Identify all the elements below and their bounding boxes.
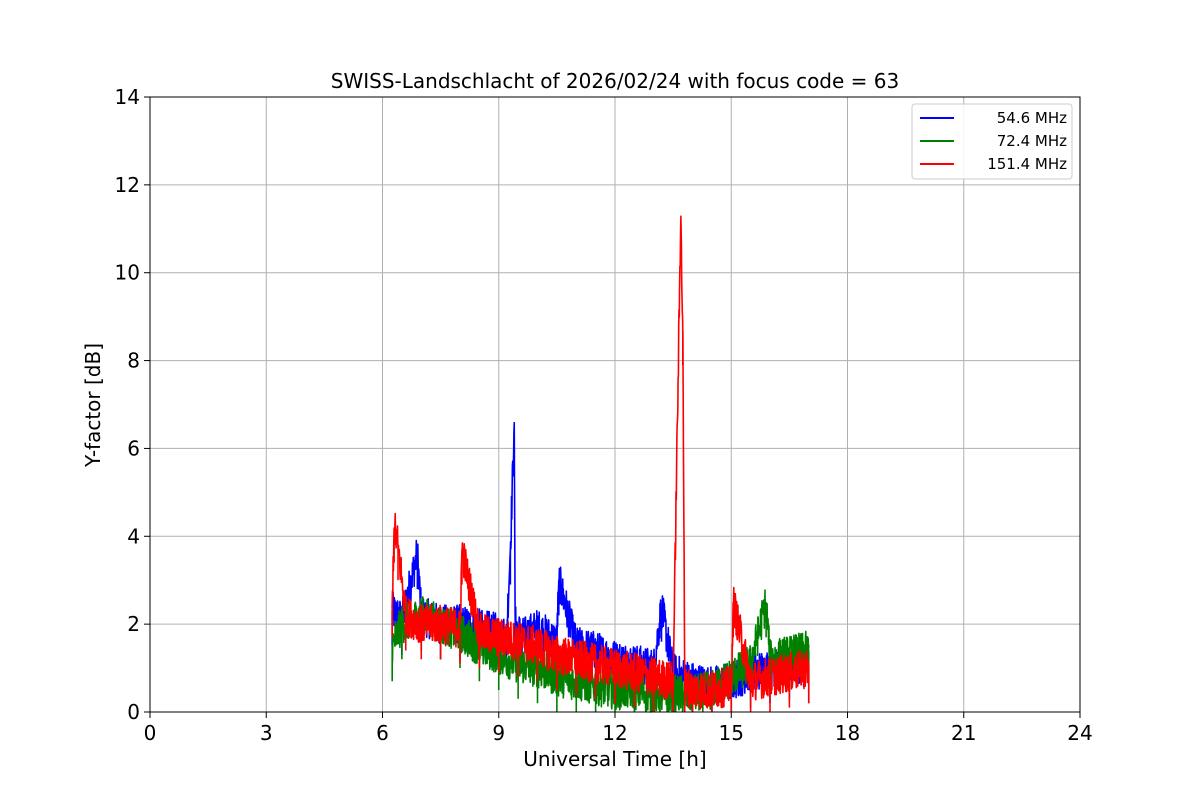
y-tick-label: 14 [115, 85, 140, 109]
x-tick-label: 0 [144, 721, 157, 745]
x-tick-label: 15 [719, 721, 744, 745]
x-tick-label: 12 [602, 721, 627, 745]
x-tick-label: 18 [835, 721, 860, 745]
chart-title: SWISS-Landschlacht of 2026/02/24 with fo… [331, 69, 899, 93]
x-tick-label: 6 [376, 721, 389, 745]
legend: 54.6 MHz 72.4 MHz 151.4 MHz [911, 103, 1073, 180]
x-tick-label: 24 [1067, 721, 1092, 745]
series-layer [391, 215, 810, 713]
x-tick-label: 21 [951, 721, 976, 745]
y-tick-label: 12 [115, 173, 140, 197]
legend-label: 54.6 MHz [997, 109, 1067, 127]
y-tick-label: 0 [127, 700, 140, 724]
y-tick-label: 4 [127, 524, 140, 548]
legend-label: 72.4 MHz [997, 132, 1067, 150]
y-tick-label: 10 [115, 261, 140, 285]
y-tick-label: 6 [127, 436, 140, 460]
x-tick-label: 9 [492, 721, 505, 745]
y-tick-label: 8 [127, 349, 140, 373]
legend-box [911, 103, 1073, 180]
legend-label: 151.4 MHz [987, 155, 1067, 173]
x-axis-label: Universal Time [h] [523, 747, 706, 771]
x-tick-label: 3 [260, 721, 273, 745]
y-axis-label: Y-factor [dB] [81, 343, 105, 468]
y-tick-label: 2 [127, 612, 140, 636]
